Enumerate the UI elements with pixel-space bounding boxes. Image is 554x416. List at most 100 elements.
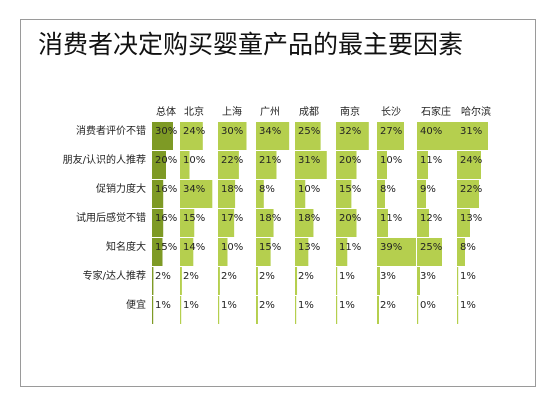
row-label: 知名度大 (106, 240, 146, 253)
value-label: 1% (155, 300, 171, 311)
value-label: 15% (155, 242, 177, 253)
value-label: 8% (380, 184, 396, 195)
value-bar (336, 122, 369, 150)
value-label: 31% (298, 155, 320, 166)
column-header: 南京 (340, 105, 360, 118)
value-bar (218, 238, 228, 266)
value-label: 1% (460, 271, 476, 282)
value-label: 15% (183, 213, 205, 224)
value-label: 13% (460, 213, 482, 224)
value-label: 1% (221, 300, 237, 311)
value-bar (180, 238, 194, 266)
value-bar (256, 151, 277, 179)
column-header: 成都 (299, 106, 319, 118)
value-bar (295, 238, 309, 266)
value-label: 2% (380, 300, 396, 311)
value-label: 1% (183, 300, 199, 311)
value-label: 39% (380, 242, 402, 253)
value-label: 22% (460, 184, 482, 195)
value-label: 30% (155, 126, 177, 137)
value-label: 11% (420, 155, 442, 166)
value-label: 11% (380, 213, 402, 224)
value-label: 34% (259, 126, 281, 137)
value-label: 9% (420, 184, 436, 195)
value-label: 10% (221, 242, 243, 253)
value-label: 17% (221, 213, 243, 224)
value-bar (457, 238, 465, 266)
value-label: 2% (155, 271, 171, 282)
value-bar (295, 122, 321, 150)
value-label: 34% (183, 184, 205, 195)
value-bar (417, 122, 457, 150)
value-bar (457, 122, 488, 150)
value-bar (256, 209, 274, 237)
column-header: 哈尔滨 (461, 105, 491, 118)
value-label: 20% (339, 213, 361, 224)
value-bar (218, 151, 239, 179)
value-bar (377, 296, 379, 324)
value-label: 21% (259, 155, 281, 166)
value-bar (377, 180, 385, 208)
value-bar (180, 151, 190, 179)
column-header: 石家庄 (421, 105, 451, 118)
value-bar (256, 267, 258, 295)
value-label: 24% (183, 126, 205, 137)
value-label: 2% (259, 271, 275, 282)
row-label: 促销力度大 (96, 182, 146, 195)
row-label: 便宜 (126, 298, 146, 311)
value-bar (256, 238, 271, 266)
value-bar (457, 296, 459, 324)
value-bar (336, 180, 352, 208)
column-header: 总体 (156, 105, 176, 118)
value-label: 20% (155, 155, 177, 166)
value-label: 2% (298, 271, 314, 282)
value-bar (180, 296, 182, 324)
value-bar (152, 122, 173, 150)
column-header: 长沙 (381, 106, 401, 118)
value-bar (457, 267, 459, 295)
value-label: 16% (155, 184, 177, 195)
value-label: 14% (183, 242, 205, 253)
value-label: 18% (221, 184, 243, 195)
value-label: 3% (420, 271, 436, 282)
value-bar (457, 209, 470, 237)
value-bar (256, 122, 290, 150)
value-label: 24% (460, 155, 482, 166)
value-label: 10% (298, 184, 320, 195)
value-bar (218, 180, 236, 208)
value-label: 2% (221, 271, 237, 282)
value-label: 2% (183, 271, 199, 282)
value-bar (417, 238, 442, 266)
column-header: 北京 (184, 105, 204, 118)
value-label: 11% (339, 242, 361, 253)
value-bar (218, 296, 220, 324)
value-bar (336, 209, 357, 237)
value-bar (457, 151, 481, 179)
value-label: 20% (339, 155, 361, 166)
value-bar (377, 122, 404, 150)
value-bar (377, 267, 380, 295)
value-label: 16% (155, 213, 177, 224)
row-label: 试用后感觉不错 (76, 211, 146, 224)
value-bar (295, 180, 306, 208)
value-bar (417, 267, 420, 295)
value-bar (295, 267, 298, 295)
value-label: 0% (420, 300, 436, 311)
value-bar (377, 238, 416, 266)
slide-frame (20, 19, 536, 387)
value-bar (218, 122, 247, 150)
value-label: 32% (339, 126, 361, 137)
value-label: 10% (380, 155, 402, 166)
value-bar (417, 180, 426, 208)
value-label: 15% (339, 184, 361, 195)
value-bar (377, 151, 387, 179)
row-label: 专家/达人推荐 (83, 269, 146, 282)
value-bar (218, 267, 220, 295)
value-label: 22% (221, 155, 243, 166)
value-label: 1% (298, 300, 314, 311)
value-label: 8% (460, 242, 476, 253)
value-bar (152, 209, 164, 237)
value-label: 2% (259, 300, 275, 311)
value-bar (336, 267, 338, 295)
value-bar (180, 180, 213, 208)
